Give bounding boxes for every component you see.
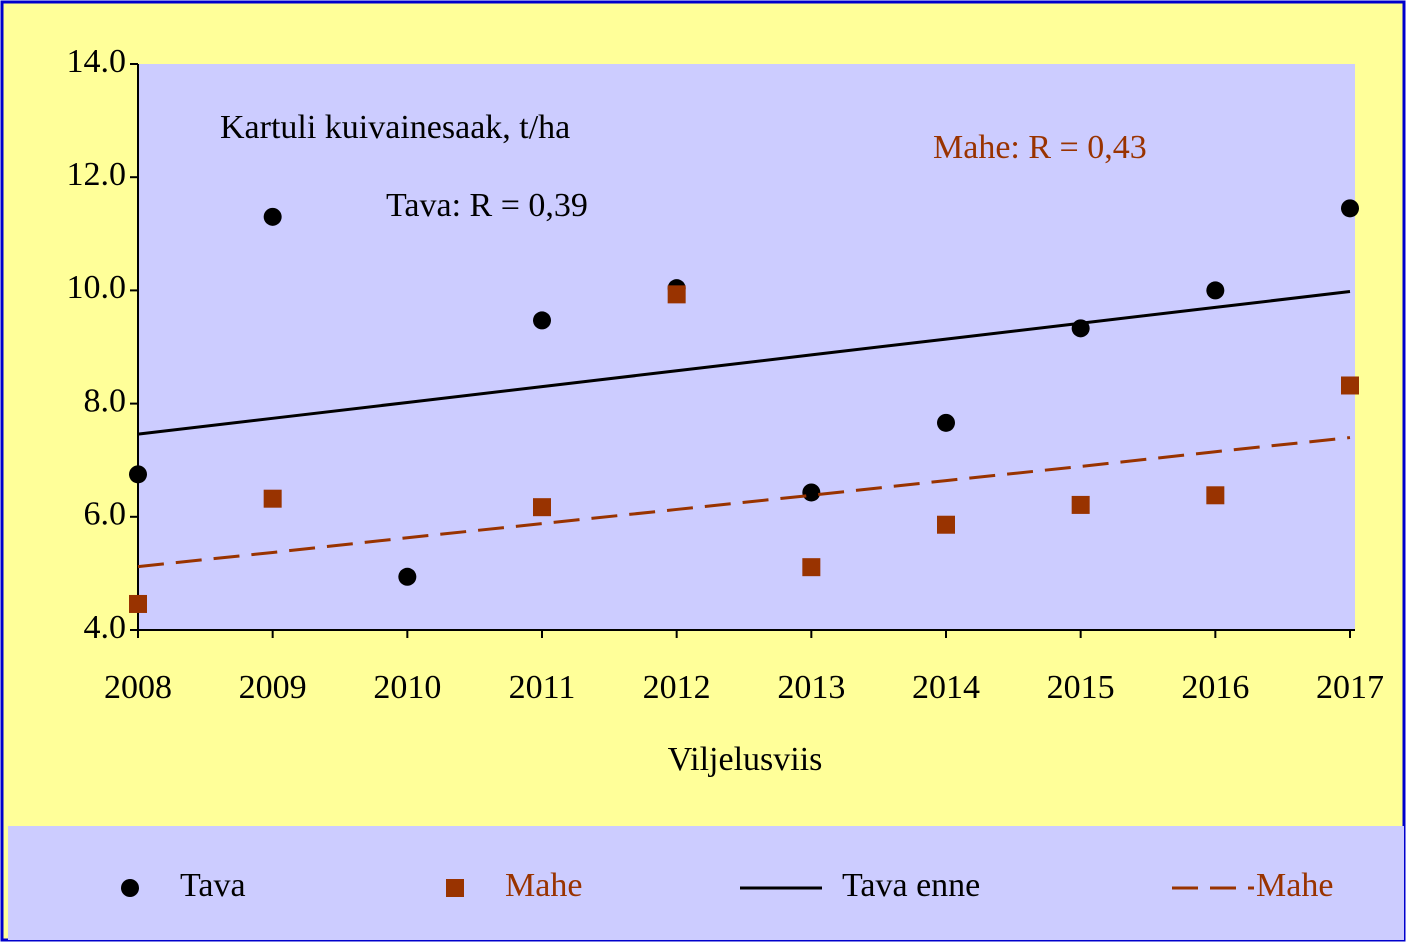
legend-label: Tava: [180, 867, 246, 904]
legend-marker: [446, 879, 464, 897]
x-tick-label: 2012: [643, 669, 711, 706]
plot-area: [138, 64, 1355, 630]
x-tick-label: 2017: [1316, 669, 1384, 706]
x-tick-label: 2010: [373, 669, 441, 706]
x-tick-label: 2016: [1181, 669, 1249, 706]
legend-marker: [121, 879, 139, 897]
point: [263, 207, 282, 226]
point: [129, 594, 147, 613]
point: [802, 483, 821, 502]
legend-label: Mahe: [505, 867, 582, 904]
x-tick-label: 2011: [509, 669, 576, 706]
legend-background: [8, 826, 1404, 940]
x-tick-label: 2014: [912, 669, 980, 706]
point: [263, 489, 282, 508]
point: [1341, 376, 1359, 395]
x-tick-label: 2008: [104, 669, 172, 706]
point: [1206, 486, 1225, 505]
x-axis-label: Viljelusviis: [668, 741, 823, 778]
point: [398, 567, 417, 586]
point: [533, 311, 551, 330]
point: [1206, 281, 1225, 300]
point: [937, 515, 955, 534]
trend-line: [137, 436, 1351, 569]
trend-line: [137, 290, 1351, 436]
point: [937, 413, 955, 432]
annotation: Tava: R = 0,39: [386, 187, 588, 224]
y-tick-label: 4.0: [84, 609, 127, 646]
y-tick-label: 8.0: [84, 382, 127, 419]
y-tick-label: 6.0: [84, 496, 127, 533]
x-tick-label: 2009: [239, 669, 307, 706]
point: [667, 285, 686, 304]
annotation: Mahe: R = 0,43: [933, 129, 1147, 166]
point: [533, 498, 551, 517]
point: [802, 558, 821, 577]
point: [1341, 199, 1359, 218]
x-tick-label: 2015: [1047, 669, 1115, 706]
annotation: Kartuli kuivainesaak, t/ha: [220, 109, 570, 146]
y-tick-label: 14.0: [67, 43, 127, 80]
y-tick-label: 12.0: [67, 156, 127, 193]
legend-label: Mahe: [1256, 867, 1333, 904]
legend-label: Tava enne: [842, 867, 980, 904]
point: [129, 465, 147, 484]
x-tick-label: 2013: [777, 669, 845, 706]
point: [1071, 495, 1090, 514]
y-tick-label: 10.0: [67, 269, 127, 306]
